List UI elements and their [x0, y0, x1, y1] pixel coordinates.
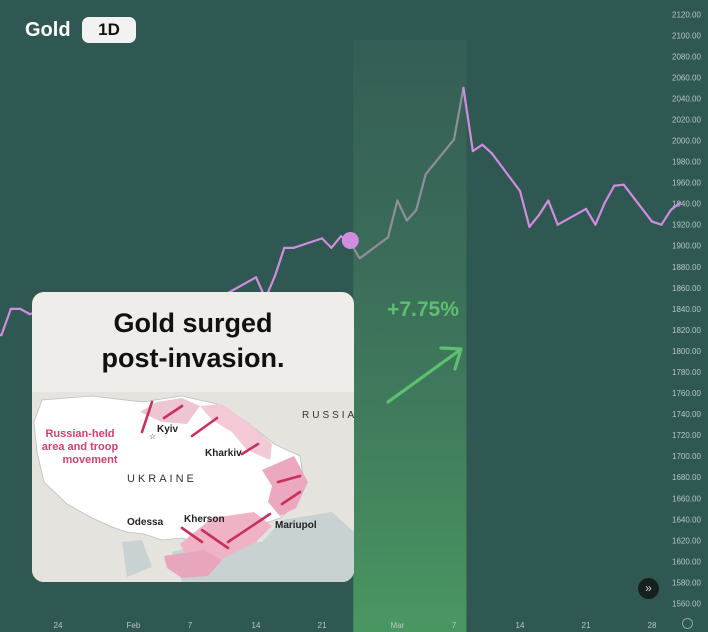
y-tick-label: 1920.00: [672, 221, 701, 230]
marker-dot: [341, 231, 359, 249]
percent-change-label: +7.75%: [387, 298, 459, 321]
timeframe-badge[interactable]: 1D: [82, 17, 136, 43]
y-tick-label: 1800.00: [672, 347, 701, 356]
map-city-kharkiv: Kharkiv: [205, 448, 242, 459]
price-line-segment: [386, 199, 399, 239]
asset-title: Gold: [25, 19, 71, 41]
y-tick-label: 1840.00: [672, 305, 701, 314]
card-title-line: Gold surged: [113, 308, 273, 338]
price-line-segment: [330, 235, 342, 249]
y-tick-label: 1900.00: [672, 242, 701, 251]
y-tick-label: 1640.00: [672, 515, 701, 524]
y-tick-label: 2120.00: [672, 10, 701, 19]
price-line-segment: [537, 199, 550, 217]
y-tick-label: 1820.00: [672, 326, 701, 335]
price-line-segment: [584, 207, 597, 226]
price-line-segment: [650, 220, 663, 226]
price-line-segment: [462, 86, 474, 153]
x-tick-label: 7: [452, 621, 457, 630]
invasion-marker: [341, 231, 359, 249]
y-tick-label: 1780.00: [672, 368, 701, 377]
price-line-segment: [292, 237, 324, 249]
gear-icon[interactable]: [682, 618, 693, 629]
map-legend-line: area and troop: [42, 441, 119, 453]
price-line-segment: [19, 307, 31, 316]
x-tick-label: 14: [516, 621, 525, 630]
map-city-odessa: Odessa: [127, 517, 164, 528]
price-line-segment: [528, 214, 540, 228]
x-tick-label: 14: [252, 621, 261, 630]
map-city-kherson: Kherson: [184, 514, 225, 525]
price-line-segment: [594, 201, 606, 226]
x-tick-label: 7: [188, 621, 193, 630]
y-tick-label: 2040.00: [672, 94, 701, 103]
y-tick-label: 1620.00: [672, 536, 701, 545]
price-line-segment: [547, 199, 559, 226]
y-axis: 1560.00 1580.00 1600.00 1620.00 1640.00 1660.…: [672, 10, 701, 608]
x-tick-label: 21: [582, 621, 591, 630]
y-tick-label: 2000.00: [672, 137, 701, 146]
y-tick-label: 2020.00: [672, 115, 701, 124]
y-tick-label: 1860.00: [672, 284, 701, 293]
y-tick-label: 2100.00: [672, 31, 701, 40]
y-tick-label: 1940.00: [672, 200, 701, 209]
y-tick-label: 1660.00: [672, 494, 701, 503]
map-legend-line: movement: [62, 454, 117, 466]
map-label-russia: RUSSIA: [302, 410, 354, 421]
map-city-mariupol: Mariupol: [275, 520, 317, 531]
price-line-segment: [613, 183, 625, 187]
y-tick-label: 1700.00: [672, 452, 701, 461]
price-line-segment: [660, 208, 672, 226]
price-line-segment: [452, 86, 465, 141]
y-tick-label: 1600.00: [672, 557, 701, 566]
double-chevron-right-icon[interactable]: »: [638, 578, 659, 599]
y-tick-label: 2060.00: [672, 73, 701, 82]
map-city-kyiv: Kyiv: [157, 424, 179, 435]
price-line-segment: [415, 173, 427, 212]
y-tick-label: 1960.00: [672, 179, 701, 188]
y-tick-label: 2080.00: [672, 52, 701, 61]
price-line-segment: [471, 143, 484, 153]
x-tick-label: Feb: [127, 621, 141, 630]
price-line-segment: [358, 236, 390, 260]
y-tick-label: 1560.00: [672, 599, 701, 608]
price-line-segment: [622, 183, 654, 223]
y-tick-label: 1880.00: [672, 263, 701, 272]
highlight-band: [353, 40, 467, 632]
card-title: Gold surged post-invasion.: [32, 306, 354, 376]
price-line-segment: [320, 237, 333, 249]
price-line-segment: [669, 201, 682, 212]
price-line-segment: [518, 189, 531, 228]
price-line-segment: [490, 152, 522, 193]
y-tick-label: 1720.00: [672, 431, 701, 440]
info-card: Gold surged post-invasion.: [32, 292, 354, 582]
price-line-segment: [556, 207, 588, 226]
ukraine-map: RUSSIA UKRAINE Russian-held area and tro…: [32, 392, 354, 582]
trend-arrow-icon: [386, 346, 463, 404]
price-line-segment: [424, 138, 456, 176]
price-line-segment: [226, 276, 258, 295]
price-line-segment: [405, 208, 418, 222]
x-tick-label: 24: [54, 621, 63, 630]
x-tick-label: 28: [648, 621, 657, 630]
map-label-ukraine: UKRAINE: [127, 473, 197, 485]
y-tick-label: 1980.00: [672, 158, 701, 167]
x-tick-label: 21: [318, 621, 327, 630]
y-tick-label: 1680.00: [672, 473, 701, 482]
y-tick-label: 1580.00: [672, 578, 701, 587]
x-axis: 24 Feb 7 14 21 Mar 7 14 21 28: [54, 621, 657, 630]
map-legend-line: Russian-held: [45, 428, 114, 440]
price-line-segment: [0, 307, 12, 337]
price-line-segment: [603, 184, 616, 204]
capital-star-icon: ☆: [149, 432, 156, 441]
y-tick-label: 1740.00: [672, 410, 701, 419]
price-line-segment: [481, 143, 493, 155]
x-tick-label: Mar: [391, 621, 405, 630]
price-line-segment: [396, 199, 408, 222]
card-title-line: post-invasion.: [101, 343, 285, 373]
price-line-segment: [273, 246, 286, 278]
y-tick-label: 1760.00: [672, 389, 701, 398]
